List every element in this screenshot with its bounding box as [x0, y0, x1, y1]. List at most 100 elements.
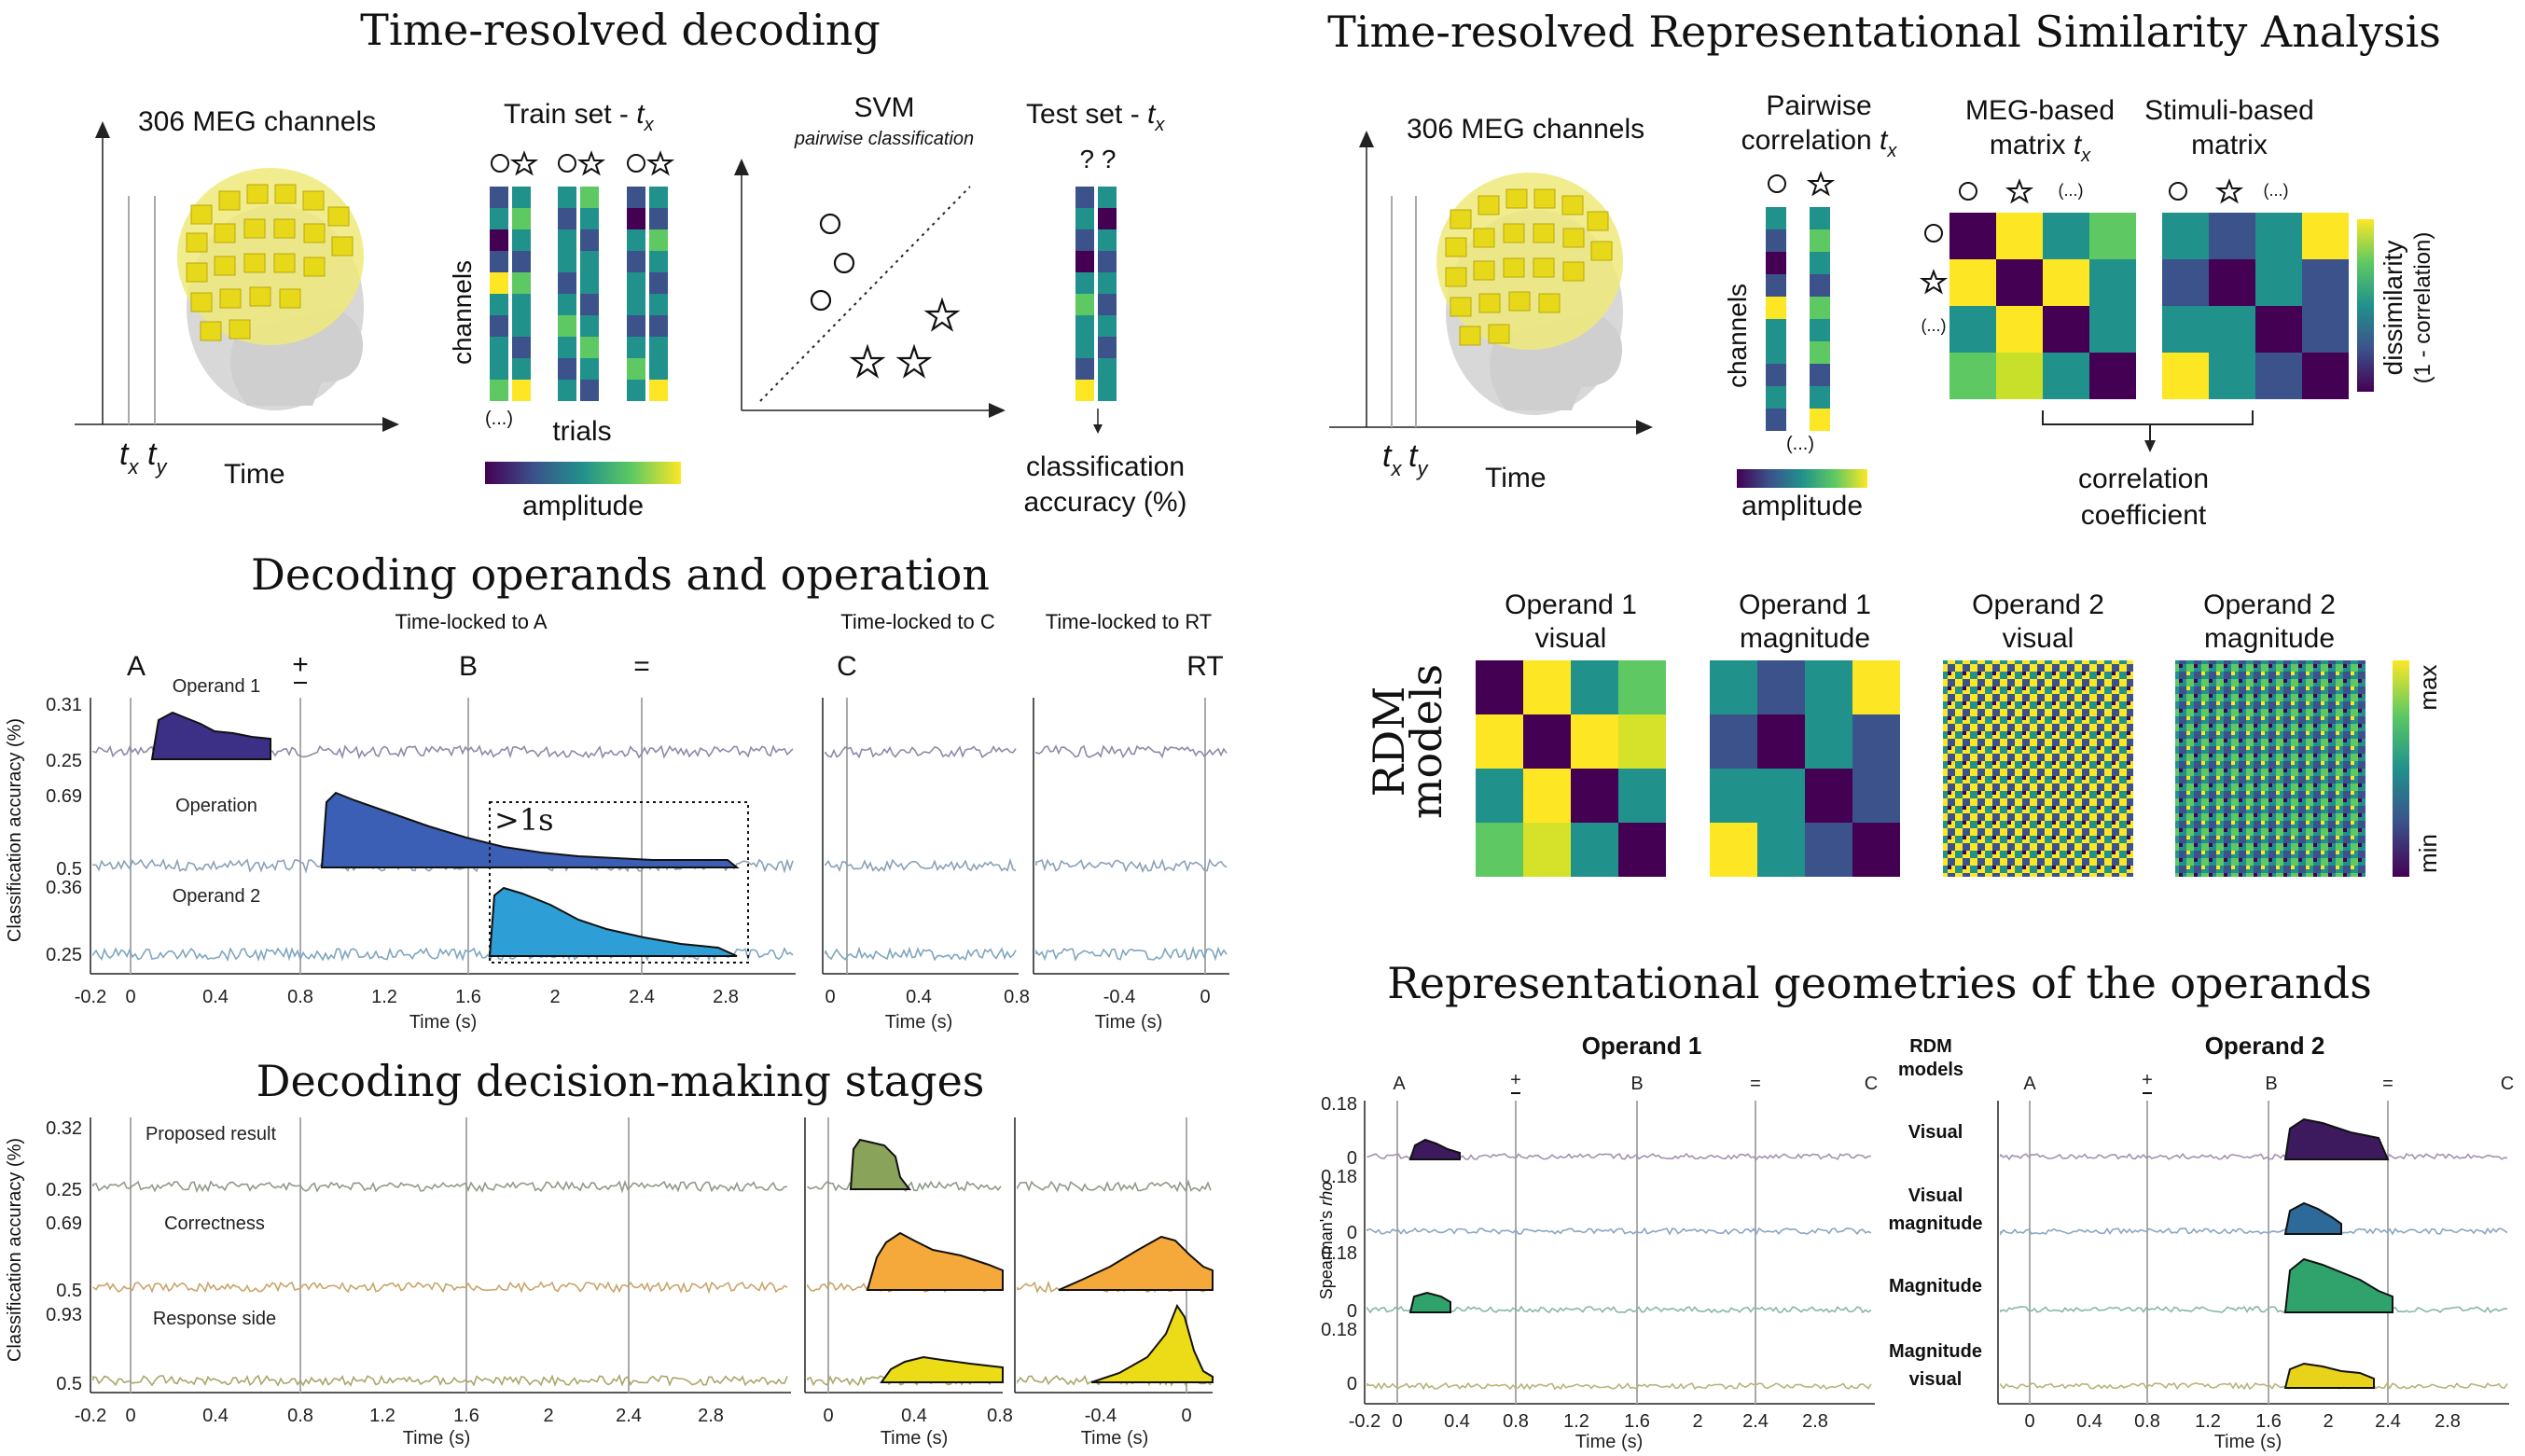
geo-op2-magnitude-visual-effect: [2283, 1362, 2375, 1389]
rsa-meg-head-icon: [1436, 173, 1623, 415]
svg-text:=: =: [1750, 1074, 1761, 1094]
test-question-marks: ? ?: [1080, 145, 1117, 173]
svg-text:C: C: [1865, 1074, 1878, 1094]
geo-op2-visual-magnitude-effect: [2283, 1201, 2342, 1235]
rdm-op1-visual-line2: visual: [1535, 623, 1607, 654]
matrix-ellipsis-top-stim: (...): [2264, 181, 2289, 200]
rdm-op2-visual-line2: visual: [2003, 623, 2074, 654]
svg-text:2.8: 2.8: [2435, 1411, 2461, 1432]
rdm-op1-visual-matrix: [1476, 660, 1666, 877]
operands-xticks: -0.2 0 0.4 0.8 1.2 1.6 2 2.4 2.8 0 0.4 0…: [75, 987, 1211, 1007]
proposed-ytick-top: 0.32: [46, 1118, 82, 1139]
svg-text:0: 0: [1392, 1411, 1402, 1432]
decision-panel: Classification accuracy (%) Proposed res…: [5, 1117, 1214, 1449]
geo-xticks-left: -0.2 0 0.4 0.8 1.2 1.6 2 2.4 2.8: [1349, 1411, 1828, 1432]
timelocked-a-label: Time-locked to A: [395, 610, 547, 633]
correlation-label-line1: correlation: [2078, 464, 2209, 494]
geo-op2-visual-effect: [2283, 1117, 2390, 1160]
decision-noise-trace: [1017, 1179, 1212, 1193]
dissimilarity-label-line1: dissimilarity: [2379, 241, 2407, 376]
svg-text:A: A: [2023, 1074, 2036, 1094]
rsa-schematic: 306 MEG channels tx ty Time Pairwise cor…: [1329, 90, 2435, 531]
geo-noise-trace: [1367, 1227, 1872, 1236]
op2-ytick-bottom: 0.25: [46, 945, 82, 965]
svg-text:=: =: [2382, 1074, 2393, 1094]
rsa-ty-label: ty: [1408, 438, 1429, 480]
geometries-panel: Operand 1 Operand 2 RDM models A + B = C…: [1317, 1032, 2514, 1452]
geo-rdm-header-line2: models: [1898, 1060, 1963, 1080]
proposed-ytick-bottom: 0.25: [46, 1180, 82, 1200]
svg-text:0: 0: [2024, 1411, 2034, 1432]
geo-xlabel-left: Time (s): [1575, 1432, 1644, 1452]
rsa-amplitude-label: amplitude: [1741, 491, 1863, 521]
rsa-meg-channels-label: 306 MEG channels: [1407, 114, 1644, 145]
svg-text:A: A: [1393, 1074, 1406, 1094]
geo-events-right: A + B = C: [2023, 1070, 2514, 1094]
stim-matrix-label-line1: Stimuli-based: [2144, 95, 2314, 126]
svg-text:1.6: 1.6: [455, 987, 481, 1007]
title-decoding-operands-operation: Decoding operands and operation: [251, 549, 990, 600]
event-equals: =: [633, 651, 650, 682]
correctness-effect-c: [866, 1231, 1004, 1291]
svg-text:0: 0: [1347, 1223, 1357, 1243]
svg-text:0: 0: [1347, 1374, 1357, 1394]
matrix-ellipsis-top-meg: (...): [2059, 181, 2084, 200]
dissimilarity-label-line2: (1 - correlation): [2410, 232, 2435, 384]
operands-noise-trace: [1035, 946, 1228, 962]
geo-operand2-title: Operand 2: [2205, 1032, 2325, 1060]
rdm-op1-magnitude-line2: magnitude: [1740, 623, 1870, 654]
rsa-pair-columns: [1766, 207, 1830, 431]
decision-noise-trace: [92, 1281, 788, 1295]
geo-row-labels: Visual Visual magnitude Magnitude Magnit…: [1888, 1122, 1982, 1390]
svg-text:0.4: 0.4: [202, 1406, 229, 1426]
op2-ytick-top: 0.36: [46, 878, 82, 898]
event-a: A: [127, 651, 146, 682]
svg-text:1.2: 1.2: [371, 987, 397, 1007]
svg-text:0: 0: [825, 987, 835, 1007]
svg-text:1.2: 1.2: [369, 1406, 395, 1426]
rsa-channels-label: channels: [1723, 284, 1752, 388]
decision-noise-trace: [92, 1179, 788, 1194]
svg-text:2.4: 2.4: [2375, 1411, 2401, 1432]
event-rt: RT: [1186, 651, 1223, 682]
train-trials-columns: [490, 187, 668, 401]
train-symbols: [491, 150, 675, 176]
svg-text:2: 2: [1692, 1411, 1702, 1432]
geo-operand1-title: Operand 1: [1582, 1032, 1702, 1060]
geo-noise-trace: [2000, 1306, 2508, 1314]
response-effect-c: [880, 1355, 1004, 1383]
op2-row-label: Operand 2: [173, 886, 261, 907]
operation-effect: [320, 791, 740, 868]
svg-text:+: +: [2142, 1070, 2153, 1090]
geo-yticks: 0.18 0 0.18 0 0.18 0 0.18 0: [1321, 1094, 1357, 1394]
svg-text:0.8: 0.8: [2134, 1411, 2160, 1432]
train-set-label: Train set - tx: [504, 99, 655, 135]
rdm-op1-magnitude-matrix: [1710, 660, 1900, 877]
pairwise-label-line1: Pairwise: [1766, 90, 1871, 121]
operands-noise-traces: [92, 744, 1228, 963]
svg-text:1.6: 1.6: [1624, 1411, 1650, 1432]
meg-head-icon: [177, 168, 364, 410]
geo-xlabel-right: Time (s): [2214, 1432, 2282, 1452]
accuracy-label-line2: accuracy (%): [1023, 487, 1186, 518]
svg-text:0: 0: [1200, 987, 1210, 1007]
gt-1s-box: [489, 801, 749, 964]
op2-effect: [488, 886, 738, 957]
svg-text:2.4: 2.4: [629, 987, 655, 1007]
geo-row-visual-magnitude-1: Visual: [1908, 1186, 1963, 1206]
gt-1s-annotation: >1s: [494, 802, 554, 838]
svg-text:1.6: 1.6: [2255, 1411, 2282, 1432]
svg-text:0.18: 0.18: [1321, 1243, 1357, 1264]
op1-ytick-bottom: 0.25: [46, 751, 82, 771]
rdm-op2-magnitude-line2: magnitude: [2204, 623, 2335, 654]
rsa-tx-label: tx: [1382, 438, 1402, 480]
operation-row-label: Operation: [175, 796, 257, 816]
decision-event-lines: [130, 1117, 1187, 1393]
rdm-models: RDM models Operand 1 visual Operand 1 ma…: [1364, 589, 2442, 877]
svg-text:0.18: 0.18: [1321, 1320, 1357, 1340]
trials-label: trials: [552, 416, 611, 447]
correctness-ytick-bottom: 0.5: [56, 1281, 82, 1301]
response-ytick-top: 0.93: [46, 1305, 82, 1325]
svg-text:0.8: 0.8: [1004, 987, 1030, 1007]
